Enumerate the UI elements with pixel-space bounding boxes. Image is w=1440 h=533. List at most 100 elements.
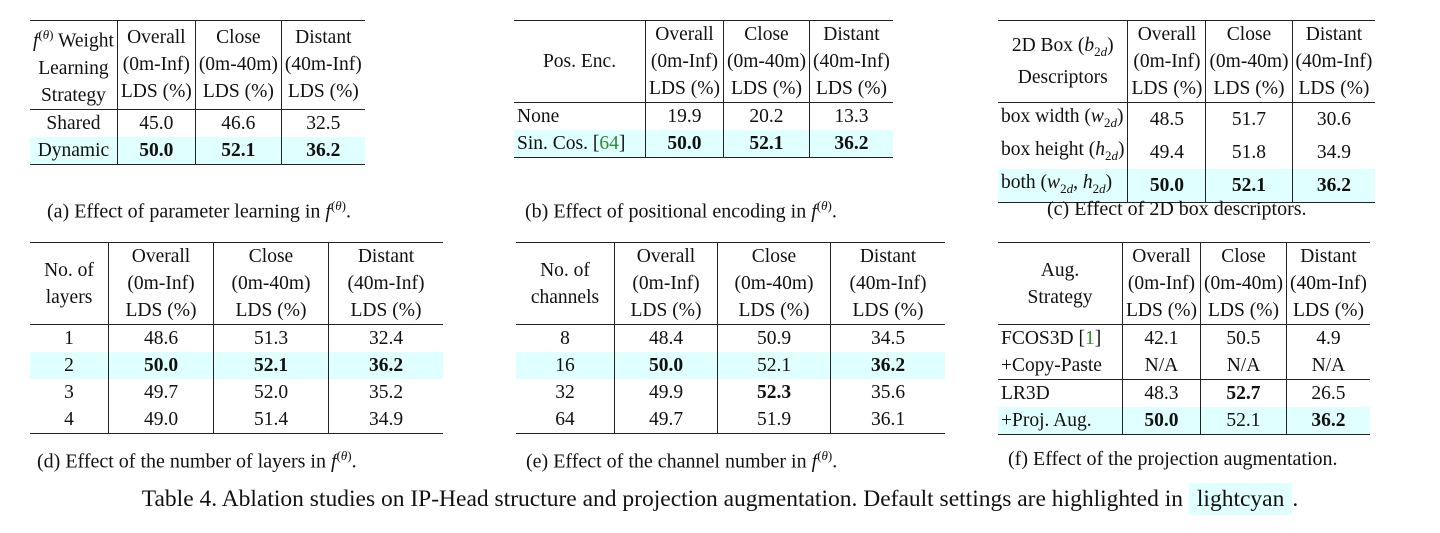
cell-bold: 36.2 [281, 136, 365, 165]
cell-bold: 52.1 [723, 130, 811, 158]
citation-link: 1 [1084, 328, 1095, 349]
table-row: 32 49.9 52.3 35.6 [516, 379, 945, 406]
table-d: No. of layers Overall (0m-Inf) LDS (%) Clos… [30, 242, 443, 434]
cell-bold: 50.0 [1122, 407, 1201, 435]
cell: 52.1 [1200, 407, 1288, 435]
header-cell: Overall (0m-Inf) LDS (%) [614, 242, 718, 325]
table-row: box height (h2d) 49.4 51.8 34.9 [998, 135, 1375, 169]
table-row-highlighted: 16 50.0 52.1 36.2 [516, 352, 945, 379]
citation-link: 64 [599, 133, 619, 154]
row-label: 4 [30, 406, 109, 434]
caption-end: . [1292, 486, 1299, 512]
table-row: 4 49.0 51.4 34.9 [30, 406, 443, 434]
header-cell: Close (0m-40m) LDS (%) [723, 20, 811, 103]
cell: N/A [1200, 352, 1288, 380]
row-label: box width (w2d) [998, 101, 1129, 136]
table-row: 1 48.6 51.3 32.4 [30, 324, 443, 352]
row-label: Sin. Cos. [64] [514, 130, 646, 158]
header-cell: Overall (0m-Inf) LDS (%) [645, 20, 724, 103]
cell-bold: 50.0 [117, 136, 196, 165]
row-label: 64 [516, 406, 615, 434]
caption-c: (c) Effect of 2D box descriptors. [1047, 198, 1307, 220]
highlight-swatch: lightcyan [1188, 483, 1293, 515]
cell-bold: 36.2 [809, 130, 893, 158]
cell: 52.1 [717, 352, 831, 379]
header-cell: Close (0m-40m) LDS (%) [1200, 242, 1288, 325]
header-cell: Close (0m-40m) LDS (%) [1205, 20, 1293, 103]
header-cell: Close (0m-40m) LDS (%) [195, 20, 282, 109]
caption-b: (b) Effect of positional encoding in f(θ… [525, 198, 837, 223]
cell: 50.9 [717, 324, 831, 352]
caption-f: (f) Effect of the projection augmentatio… [1008, 448, 1338, 470]
subtable-b: Pos. Enc. Overall (0m-Inf) LDS (%) Close (0… [514, 20, 893, 158]
row-label: 32 [516, 379, 615, 406]
cell: 26.5 [1286, 379, 1370, 407]
header-cell: No. of layers [30, 242, 109, 325]
table-row: box width (w2d) 48.5 51.7 30.6 [998, 101, 1376, 136]
cell-bold: 50.0 [645, 130, 724, 158]
header-cell: Close (0m-40m) LDS (%) [717, 242, 831, 325]
cell: 48.4 [614, 324, 718, 352]
header-cell: Overall (0m-Inf) LDS (%) [1122, 242, 1201, 325]
cell: 49.9 [614, 379, 718, 406]
header-cell: Overall (0m-Inf) LDS (%) [117, 20, 196, 109]
subtable-c: 2D Box (b2d) Descriptors Overall (0m-Inf) L… [998, 20, 1376, 203]
cell: 49.7 [108, 379, 214, 406]
table-header-row: No. of layers Overall (0m-Inf) LDS (%) Clos… [30, 242, 443, 325]
table-row: 8 48.4 50.9 34.5 [516, 324, 945, 352]
cell: 42.1 [1122, 324, 1201, 352]
cell: 46.6 [195, 108, 282, 137]
cell: 45.0 [117, 108, 196, 137]
cell-bold: 50.0 [1127, 168, 1207, 203]
table-f: Aug. Strategy Overall (0m-Inf) LDS (%) Clos… [998, 242, 1370, 435]
header-cell: 2D Box (b2d) Descriptors [998, 20, 1129, 103]
table-row-highlighted: 2 50.0 52.1 36.2 [30, 352, 443, 379]
caption-e: (e) Effect of the channel number in f(θ)… [526, 448, 838, 473]
cell: 48.3 [1122, 379, 1201, 407]
header-cell: f(θ) Weight Learning Strategy [30, 20, 118, 109]
table-row-highlighted: Dynamic 50.0 52.1 36.2 [30, 136, 365, 165]
table-row: FCOS3D [1] 42.1 50.5 4.9 [998, 324, 1370, 352]
table-row-highlighted: Sin. Cos. [64] 50.0 52.1 36.2 [514, 130, 893, 158]
cell: 30.6 [1292, 101, 1376, 136]
cell: 49.4 [1127, 135, 1207, 169]
table-header-row: 2D Box (b2d) Descriptors Overall (0m-Inf) L… [998, 20, 1376, 103]
cell: 32.5 [281, 108, 365, 137]
cell: 48.5 [1127, 101, 1207, 136]
header-cell: Distant (40m-Inf) LDS (%) [281, 20, 365, 109]
table-row: 64 49.7 51.9 36.1 [516, 406, 945, 434]
cell: 13.3 [809, 102, 893, 130]
cell-bold: 52.7 [1200, 379, 1288, 407]
table-row-highlighted: +Proj. Aug. 50.0 52.1 36.2 [998, 407, 1370, 435]
cell: 34.5 [830, 324, 945, 352]
header-cell: Aug. Strategy [998, 242, 1123, 325]
cell: N/A [1311, 355, 1346, 376]
table-c: 2D Box (b2d) Descriptors Overall (0m-Inf) L… [998, 20, 1376, 203]
cell-bold: 36.2 [1292, 168, 1376, 203]
cell-bold: 36.2 [830, 352, 945, 379]
header-cell: Close (0m-40m) LDS (%) [213, 242, 329, 325]
cell: N/A [1122, 352, 1201, 380]
cell: 35.6 [870, 382, 906, 403]
table-row: +Copy-Paste N/A N/A N/A [998, 352, 1370, 380]
row-label: 16 [516, 352, 615, 379]
table-header-row: Pos. Enc. Overall (0m-Inf) LDS (%) Close (0… [514, 20, 893, 103]
subtable-d: No. of layers Overall (0m-Inf) LDS (%) Clos… [30, 242, 443, 434]
row-label: +Proj. Aug. [998, 407, 1123, 435]
header-cell: Overall (0m-Inf) LDS (%) [1127, 20, 1207, 103]
table-caption: Table 4. Ablation studies on IP-Head str… [0, 483, 1440, 515]
table-row: Shared 45.0 46.6 32.5 [30, 108, 365, 137]
row-label: both (w2d, h2d) [998, 168, 1129, 203]
row-label: Dynamic [30, 136, 118, 165]
header-cell: Overall (0m-Inf) LDS (%) [108, 242, 214, 325]
cell-bold: 50.0 [108, 352, 214, 379]
cell: 34.9 [1316, 141, 1352, 163]
row-label: FCOS3D [1] [998, 324, 1123, 352]
subtable-f: Aug. Strategy Overall (0m-Inf) LDS (%) Clos… [998, 242, 1370, 435]
table-e: No. of channels Overall (0m-Inf) LDS (%) Cl… [516, 242, 945, 434]
cell: 51.4 [213, 406, 329, 434]
row-label: box height (h2d) [998, 135, 1129, 169]
cell: 51.7 [1205, 101, 1293, 136]
row-label: +Copy-Paste [998, 352, 1123, 380]
table-row: 3 49.7 52.0 35.2 [30, 379, 443, 406]
